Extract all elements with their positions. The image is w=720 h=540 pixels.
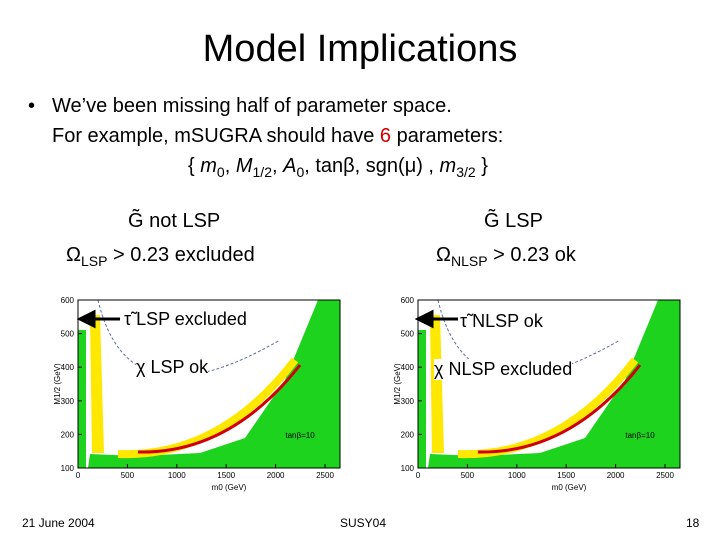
text-segment: 0 bbox=[216, 163, 225, 180]
text-segment: χ LSP ok bbox=[136, 357, 209, 377]
plot: 100 200 300 400 500 600 0 500 1000 1500 2000 2500 m0… bbox=[393, 296, 681, 492]
footer-venue: SUSY04 bbox=[340, 516, 387, 530]
panel-heading: G̃ LSP bbox=[484, 210, 543, 233]
bullet-line: We’ve been missing half of parameter spa… bbox=[52, 95, 452, 118]
excluded-strip bbox=[418, 330, 426, 468]
y-tick-label: 300 bbox=[401, 397, 415, 406]
text-segment: Ω bbox=[66, 244, 81, 266]
arrow-head bbox=[76, 309, 96, 329]
text-segment: } bbox=[475, 155, 488, 177]
annotation: τ̃ LSP excluded bbox=[124, 309, 247, 330]
excluded-region bbox=[428, 300, 680, 468]
panel-omega: ΩLSP > 0.23 excluded bbox=[66, 244, 255, 269]
annotation: χ NLSP excluded bbox=[434, 359, 573, 380]
x-tick-label: 0 bbox=[76, 471, 81, 480]
panel-omega: ΩNLSP > 0.23 ok bbox=[436, 244, 576, 269]
allowed-band bbox=[90, 315, 104, 453]
contour bbox=[137, 364, 302, 454]
footer-page: 18 bbox=[686, 516, 700, 530]
text-segment: parameters: bbox=[391, 125, 504, 147]
footer-date: 21 June 2004 bbox=[22, 516, 95, 530]
x-tick-label: 2500 bbox=[316, 471, 334, 480]
y-tick-label: 100 bbox=[61, 464, 75, 473]
bullet-dot: • bbox=[28, 95, 36, 117]
text-segment: M bbox=[235, 155, 253, 177]
x-tick-label: 1500 bbox=[557, 471, 575, 480]
bullet-line: { m0, M1/2, A0, tanβ, sgn(μ) , m3/2 } bbox=[188, 155, 488, 180]
text-segment: 0 bbox=[296, 163, 305, 180]
y-tick-label: 600 bbox=[401, 296, 415, 305]
text-segment: , tanβ, sgn(μ) , bbox=[304, 155, 440, 177]
text-segment: For example, mSUGRA should have bbox=[52, 125, 380, 147]
text-segment: m bbox=[200, 155, 217, 177]
plot-note: tanβ=10 bbox=[285, 431, 315, 440]
annotation: τ̃ NLSP ok bbox=[460, 311, 543, 332]
text-segment: m bbox=[439, 155, 457, 177]
text-segment: , bbox=[224, 155, 236, 177]
plot-note: tanβ=10 bbox=[625, 431, 655, 440]
plot-frame bbox=[417, 299, 681, 469]
x-tick-label: 0 bbox=[416, 471, 421, 480]
allowed-band bbox=[430, 315, 444, 453]
y-tick-label: 600 bbox=[61, 296, 75, 305]
text-segment: , bbox=[271, 155, 284, 177]
text-segment: Ω bbox=[436, 244, 451, 266]
x-tick-label: 2000 bbox=[607, 471, 625, 480]
panel-heading: G̃ not LSP bbox=[128, 210, 220, 233]
excluded-region bbox=[88, 300, 340, 468]
annotation: χ LSP ok bbox=[136, 357, 209, 378]
arrow-head bbox=[414, 309, 434, 329]
text-segment: G̃ LSP bbox=[484, 210, 543, 232]
y-tick-label: 500 bbox=[401, 330, 415, 339]
y-tick-label: 400 bbox=[61, 363, 75, 372]
x-tick-label: 1500 bbox=[217, 471, 235, 480]
text-segment: 1/2 bbox=[252, 163, 272, 180]
slide-title: Model Implications bbox=[202, 28, 518, 70]
bullet-line: For example, mSUGRA should have 6 parame… bbox=[52, 125, 503, 148]
text-segment: { bbox=[188, 155, 201, 177]
excluded-strip bbox=[78, 330, 86, 468]
x-axis-label: m0 (GeV) bbox=[212, 483, 247, 492]
y-tick-label: 500 bbox=[61, 330, 75, 339]
text-segment: > 0.23 excluded bbox=[107, 244, 255, 266]
y-tick-label: 400 bbox=[401, 363, 415, 372]
text-segment: τ̃ LSP excluded bbox=[124, 309, 247, 329]
x-tick-label: 500 bbox=[121, 471, 135, 480]
x-tick-label: 1000 bbox=[168, 471, 186, 480]
y-axis-label: M1/2 (GeV) bbox=[53, 363, 62, 405]
text-segment: We’ve been missing half of parameter spa… bbox=[52, 95, 452, 117]
y-tick-label: 300 bbox=[61, 397, 75, 406]
text-segment: χ NLSP excluded bbox=[434, 359, 573, 379]
y-tick-label: 100 bbox=[401, 464, 415, 473]
text-segment: LSP bbox=[80, 252, 108, 269]
text-segment: NLSP bbox=[450, 252, 488, 269]
text-segment: τ̃ NLSP ok bbox=[460, 311, 543, 331]
x-axis-label: m0 (GeV) bbox=[552, 483, 587, 492]
plot-frame bbox=[77, 299, 341, 469]
contour bbox=[477, 364, 642, 454]
x-tick-label: 500 bbox=[461, 471, 475, 480]
text-segment: A bbox=[283, 155, 297, 177]
y-axis-label: M1/2 (GeV) bbox=[393, 363, 402, 405]
text-segment: 3/2 bbox=[456, 163, 476, 180]
text-segment: > 0.23 ok bbox=[487, 244, 576, 266]
y-tick-label: 200 bbox=[401, 430, 415, 439]
text-segment: 6 bbox=[379, 125, 392, 147]
text-segment: G̃ not LSP bbox=[128, 210, 221, 232]
x-tick-label: 2000 bbox=[267, 471, 285, 480]
y-tick-label: 200 bbox=[61, 430, 75, 439]
x-tick-label: 2500 bbox=[656, 471, 674, 480]
x-tick-label: 1000 bbox=[508, 471, 526, 480]
